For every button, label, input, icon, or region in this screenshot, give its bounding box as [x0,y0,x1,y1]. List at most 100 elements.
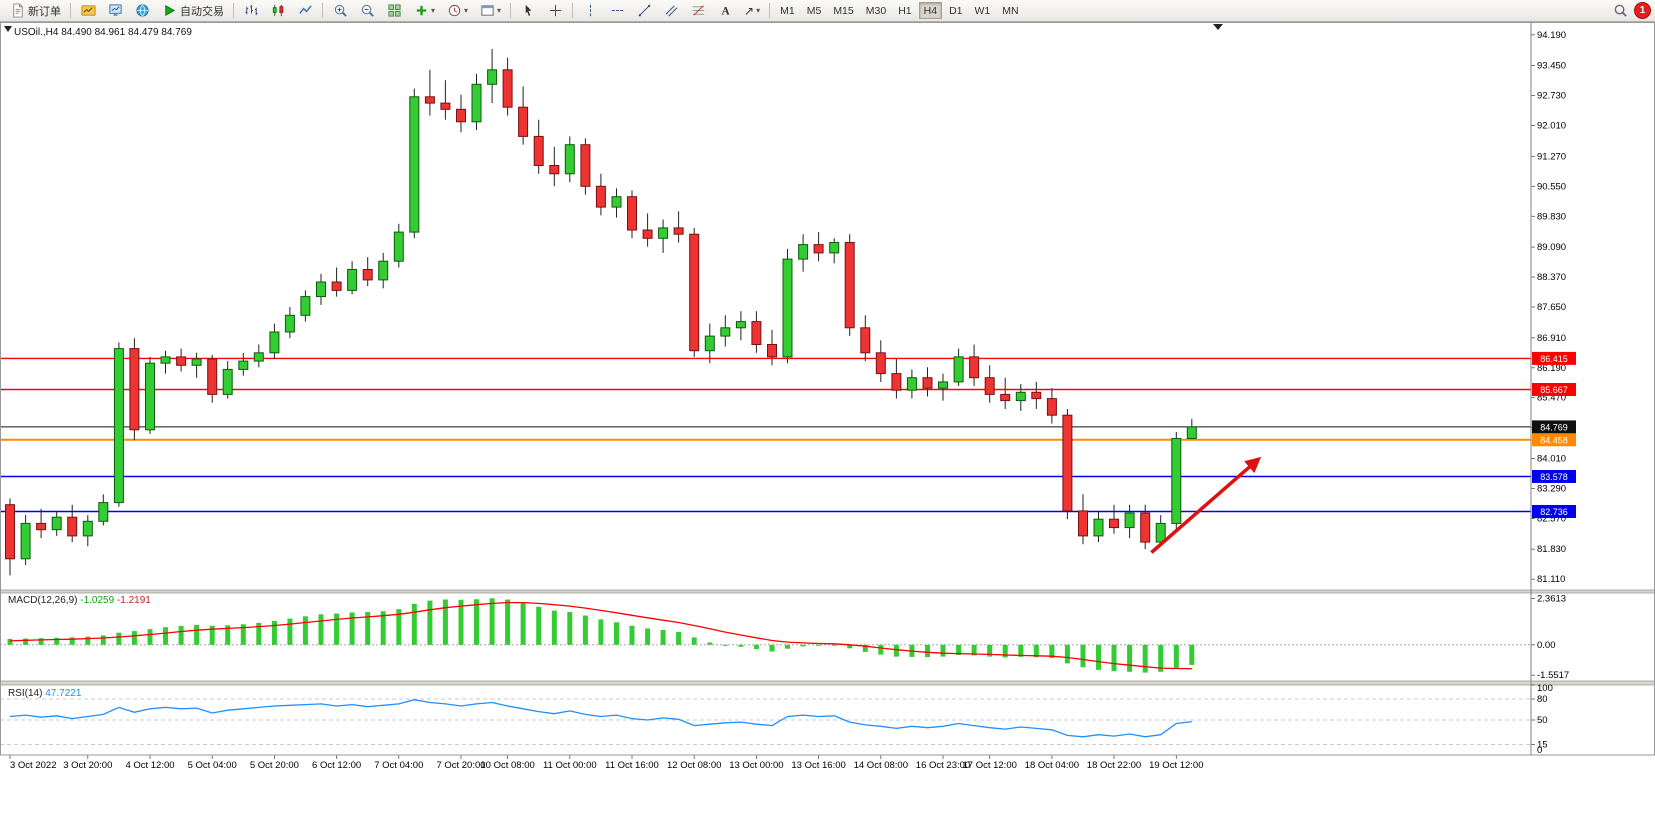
timeframe-m15[interactable]: M15 [828,2,858,19]
trendline-button[interactable] [631,2,657,20]
timeframe-mn[interactable]: MN [997,2,1023,19]
chart-window: 94.190 93.450 92.730 92.010 91.270 90.550 89.8… [0,22,1655,823]
timeframe-h4[interactable]: H4 [918,2,943,19]
macd-histogram-bar [987,644,993,657]
channel-icon [663,3,679,19]
indicators-button[interactable]: ▾ [408,2,440,20]
macd-histogram-bar [194,624,200,645]
price-line-label-86.415[interactable] [1532,351,1576,365]
chart-background[interactable] [0,22,1655,823]
arrows-tool-button[interactable]: ↗ ▾ [739,2,765,20]
time-axis[interactable]: 3 Oct 2022 3 Oct 20:00 4 Oct 12:00 5 Oct 04… [9,755,1204,771]
chart-shift-marker[interactable] [1213,24,1223,30]
candle [347,269,358,291]
candle [378,260,389,281]
macd-histogram-bar [489,598,495,645]
timeframe-m1[interactable]: M1 [775,2,800,19]
autotrading-play-icon [161,3,177,19]
autotrading-button[interactable]: 自动交易 [156,2,229,20]
candlestick-chart-button[interactable] [265,2,291,20]
macd-histogram-bar [1080,644,1086,668]
price-scale-label: 92.010 [1537,121,1566,132]
line-chart-button[interactable] [292,2,318,20]
search-button[interactable] [1607,2,1633,20]
macd-histogram-bar [676,631,682,645]
templates-button[interactable]: ▾ [474,2,506,20]
time-label: 14 Oct 08:00 [854,760,908,771]
channel-button[interactable] [658,2,684,20]
macd-histogram-bar [660,630,666,645]
price-scale-label: 81.830 [1537,544,1566,555]
toolbar-separator [572,3,574,18]
price-line-label-84.769[interactable] [1532,420,1576,434]
bar-chart-button[interactable] [238,2,264,20]
timeframe-m5[interactable]: M5 [802,2,827,19]
zoom-in-button[interactable] [327,2,353,20]
tile-windows-button[interactable] [381,2,407,20]
macd-histogram-bar [1111,644,1117,672]
new-order-button[interactable]: 新订单 [4,2,66,20]
macd-histogram-bar [458,599,464,645]
candle [922,377,933,389]
price-line-label-83.578[interactable] [1532,470,1576,483]
text-tool-button[interactable]: A [712,2,738,20]
time-label: 17 Oct 12:00 [962,760,1016,771]
macd-histogram-bar [1142,644,1148,673]
price-scale-label: 86.910 [1537,333,1566,344]
price-scale-label: 83.290 [1537,484,1566,495]
price-line-label-84.458[interactable] [1532,433,1576,447]
candle [1109,518,1119,529]
macd-histogram-bar [318,614,324,645]
macd-histogram-bar [551,610,557,645]
macd-histogram-bar [1002,644,1008,658]
chart-canvas[interactable]: 94.190 93.450 92.730 92.010 91.270 90.550 89.8… [0,22,1655,823]
candle [362,269,373,281]
candle [98,502,109,522]
zoom-out-button[interactable] [354,2,380,20]
macd-histogram-bar [163,627,168,645]
web-globe-button[interactable] [129,2,155,20]
chevron-down-icon: ▾ [497,6,502,15]
timeframe-m30[interactable]: M30 [861,2,891,19]
macd-histogram-bar [1033,644,1039,658]
time-label: 16 Oct 23:00 [916,760,970,771]
macd-histogram-bar [85,636,91,645]
timeframe-w1[interactable]: W1 [970,2,996,19]
timeframe-h1[interactable]: H1 [893,2,916,19]
macd-header: MACD(12,26,9) -1.0259 -1.2191 [8,595,151,606]
macd-histogram-bar [240,624,246,645]
macd-histogram-bar [302,616,308,645]
periods-button[interactable]: ▾ [441,2,473,20]
vertical-line-button[interactable] [577,2,603,20]
macd-histogram-bar [785,644,790,649]
macd-scale-label: -1.5517 [1537,670,1569,681]
candle [51,516,62,531]
candle [673,227,684,235]
data-window-button[interactable] [102,2,128,20]
price-line-label-85.667[interactable] [1532,383,1576,396]
candle [253,352,264,362]
candle [595,185,606,208]
horizontal-line-button[interactable] [604,2,630,20]
candle [269,331,280,354]
candle [875,352,886,375]
candle [533,135,544,167]
chart-folder-button[interactable] [75,2,101,20]
macd-pane: 2.3613 0.00 -1.5517 MACD(12,26,9) -1.0259 -… [0,594,1569,681]
trend-arrow[interactable] [1150,456,1262,554]
time-label: 11 Oct 16:00 [605,760,659,771]
timeframe-d1[interactable]: D1 [944,2,967,19]
candle [860,327,871,354]
series-marker-icon [4,26,12,32]
price-line-label-82.736[interactable] [1532,505,1576,518]
macd-histogram-bar [69,637,75,645]
pane-divider[interactable] [0,590,1655,593]
clock-icon [446,3,462,19]
pane-divider[interactable] [0,681,1655,685]
notification-badge[interactable]: 1 [1634,2,1651,19]
crosshair-button[interactable] [542,2,568,20]
candle [1093,518,1104,537]
fibonacci-button[interactable] [685,2,711,20]
time-label: 10 Oct 08:00 [480,760,534,771]
cursor-button[interactable] [515,2,541,20]
